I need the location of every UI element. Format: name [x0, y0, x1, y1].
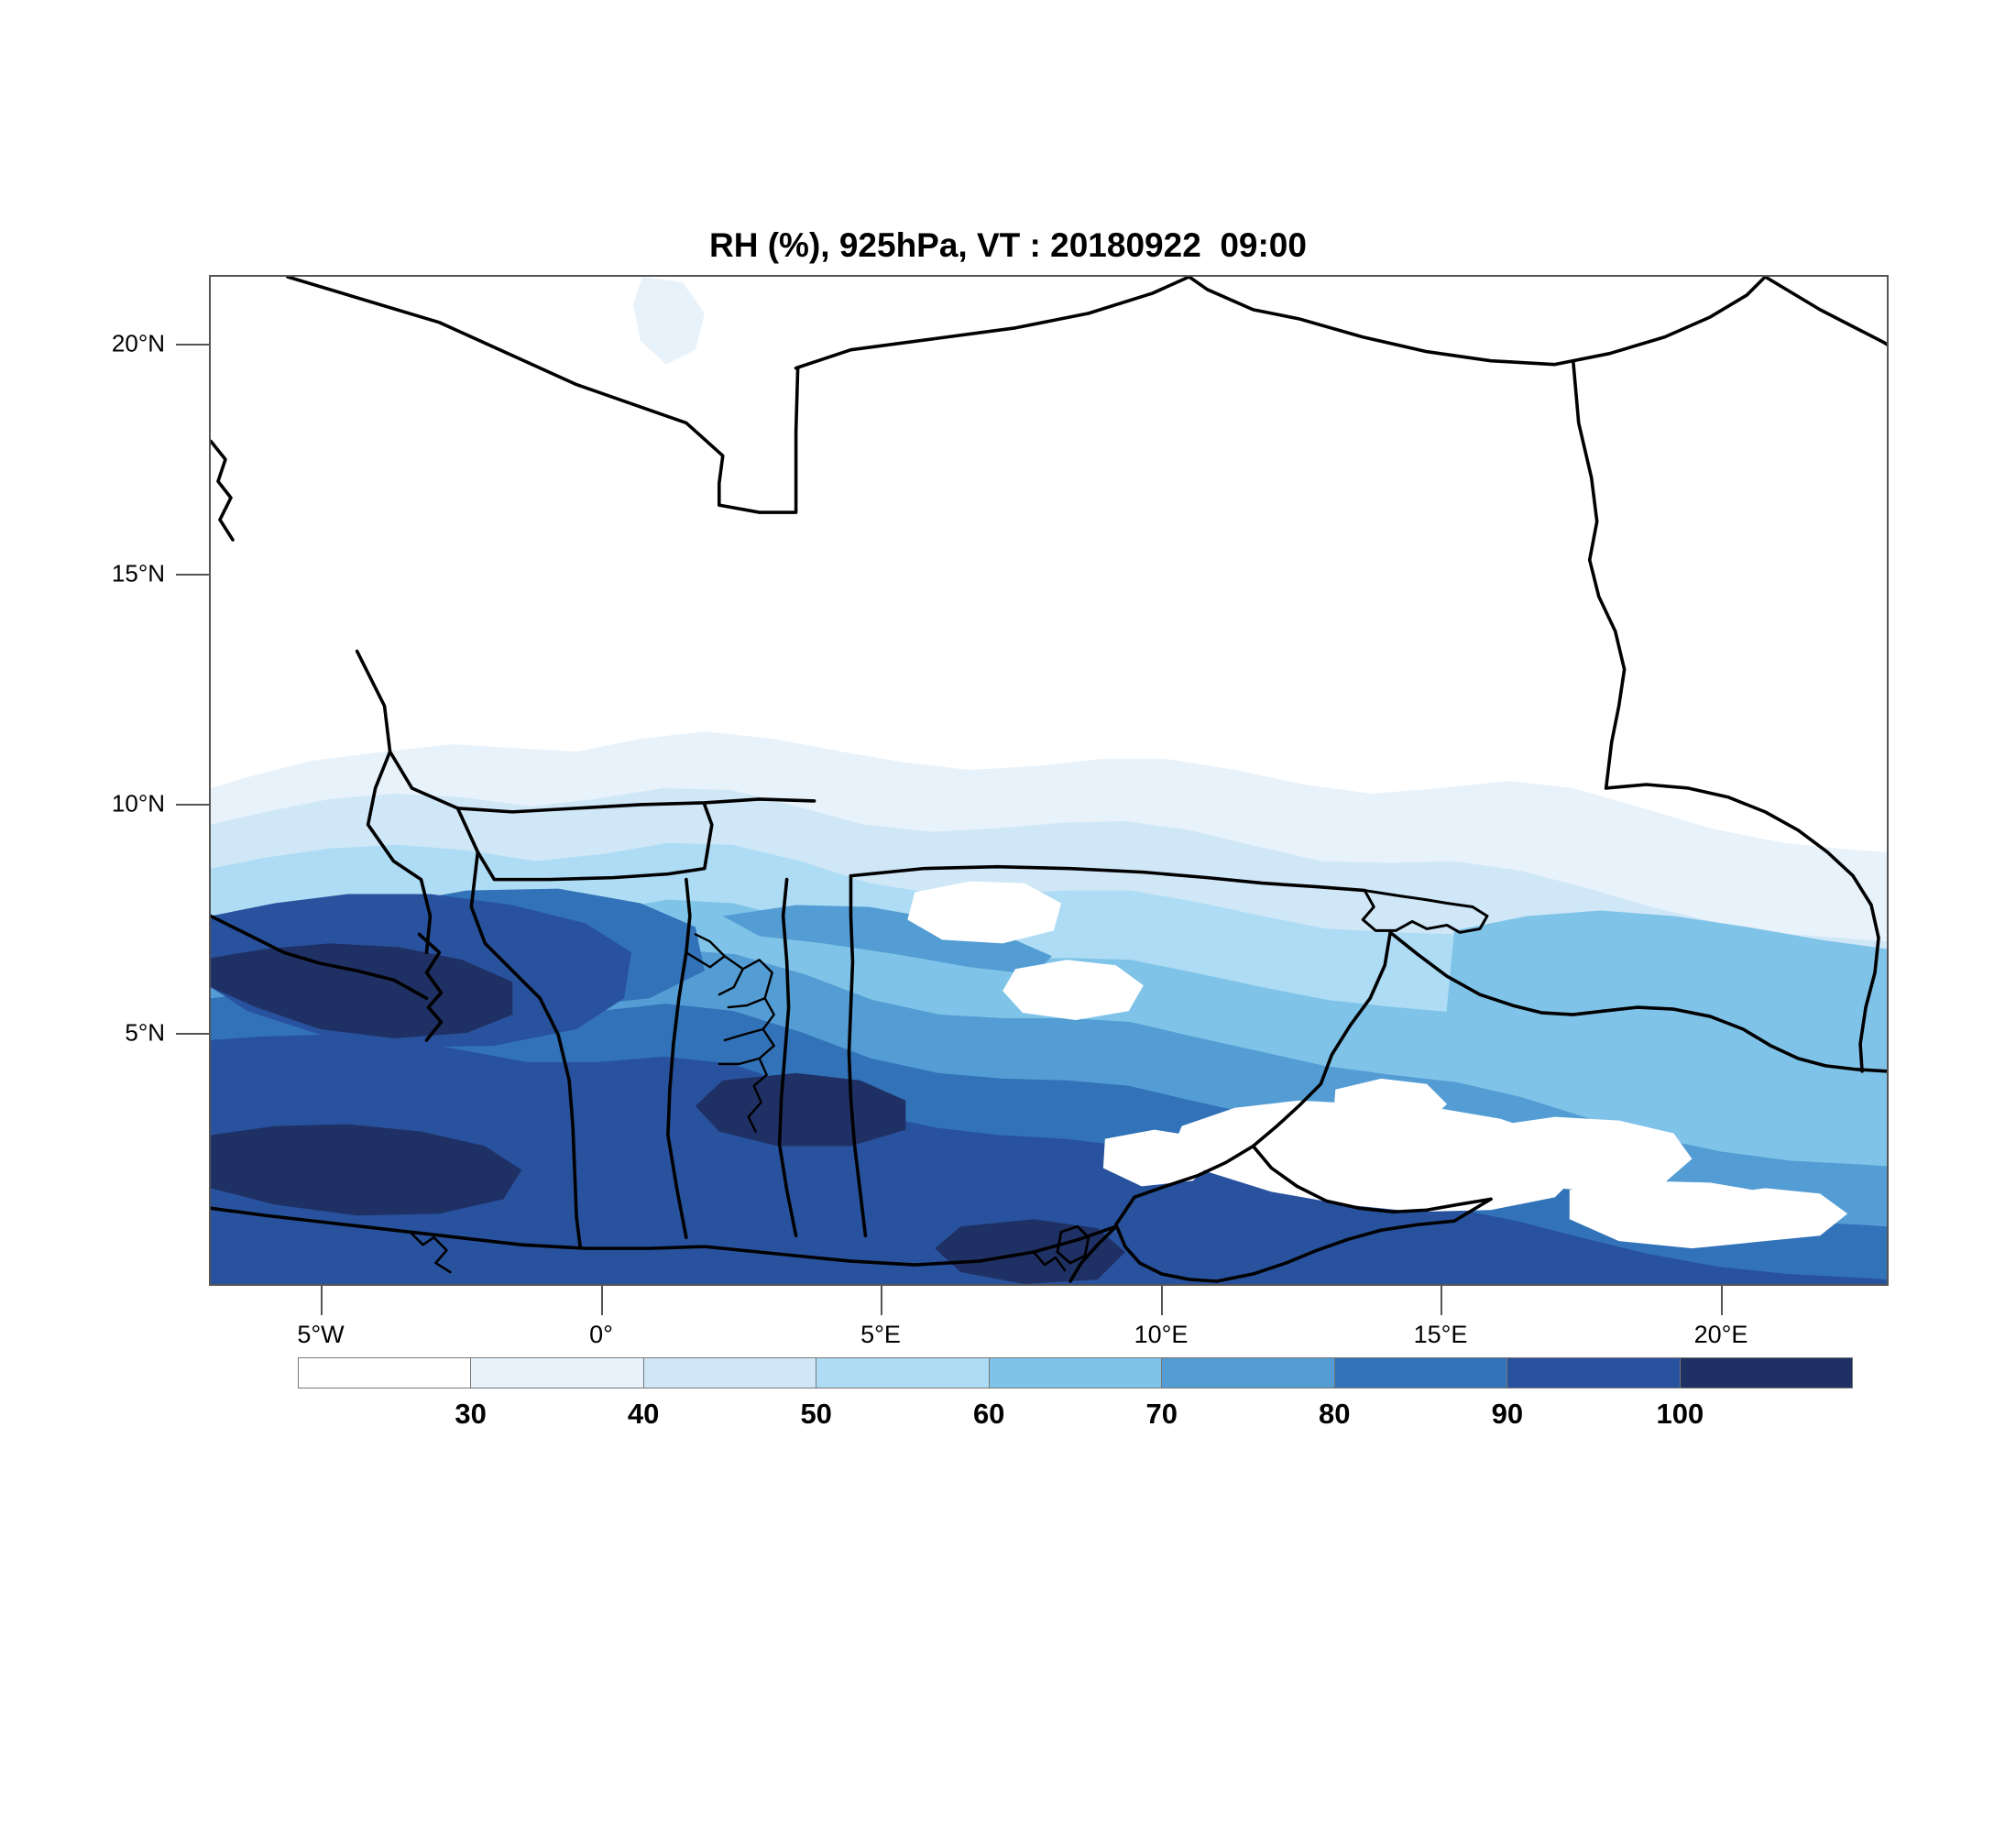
ytick-mark-10N [176, 804, 209, 806]
xtick-label-20E: 20°E [1693, 1321, 1748, 1348]
colorbar-label-30: 30 [455, 1398, 487, 1430]
ytick-mark-20N [176, 344, 209, 346]
colorbar-segment-40-50 [642, 1358, 816, 1388]
ytick-label-5N: 5°N [125, 1018, 165, 1047]
colorbar-segment-70-80 [1161, 1358, 1334, 1388]
colorbar-segment-90-100 [1507, 1358, 1680, 1388]
colorbar: 30 40 50 60 70 80 90 100 [298, 1357, 1853, 1430]
xtick-label-5E: 5°E [860, 1321, 901, 1348]
map-frame [209, 275, 1889, 1286]
xtick-label-10E: 10°E [1134, 1321, 1189, 1348]
xtick-mark-5W [321, 1286, 323, 1315]
xtick-label-0: 0° [589, 1321, 613, 1348]
colorbar-segment-60-70 [988, 1358, 1162, 1388]
colorbar-label-70: 70 [1145, 1398, 1178, 1430]
country-borders-group [211, 277, 1887, 1283]
colorbar-segment-30-40 [470, 1358, 643, 1388]
colorbar-segment-80-90 [1333, 1358, 1507, 1388]
colorbar-segment-20-30 [299, 1358, 471, 1388]
xtick-mark-10E [1161, 1286, 1163, 1315]
colorbar-label-40: 40 [627, 1398, 660, 1430]
colorbar-label-80: 80 [1319, 1398, 1351, 1430]
colorbar-label-50: 50 [800, 1398, 832, 1430]
xtick-label-5W: 5°W [297, 1321, 345, 1348]
map-contour-field [211, 277, 1887, 1284]
contour-fill-group [211, 277, 1887, 1284]
ytick-label-20N: 20°N [111, 329, 165, 357]
colorbar-segment-50-60 [816, 1358, 989, 1388]
xtick-mark-15E [1441, 1286, 1442, 1315]
colorbar-label-90: 90 [1491, 1398, 1524, 1430]
xtick-mark-0 [601, 1286, 603, 1315]
colorbar-label-100: 100 [1656, 1398, 1704, 1430]
colorbar-gradient [298, 1357, 1853, 1388]
xtick-mark-5E [881, 1286, 882, 1315]
xtick-label-15E: 15°E [1413, 1321, 1468, 1348]
ytick-label-10N: 10°N [111, 789, 165, 818]
colorbar-label-60: 60 [972, 1398, 1005, 1430]
map-plot-area: 20°N 15°N 10°N 5°N 5°W 0° 5°E 10°E 15°E … [112, 275, 1889, 1348]
colorbar-segment-100-110 [1679, 1358, 1852, 1388]
xtick-mark-20E [1721, 1286, 1723, 1315]
ytick-mark-5N [176, 1033, 209, 1035]
ytick-mark-15N [176, 574, 209, 576]
ytick-label-15N: 15°N [111, 559, 165, 587]
page-title: RH (%), 925hPa, VT : 20180922 09:00 [709, 226, 1307, 264]
